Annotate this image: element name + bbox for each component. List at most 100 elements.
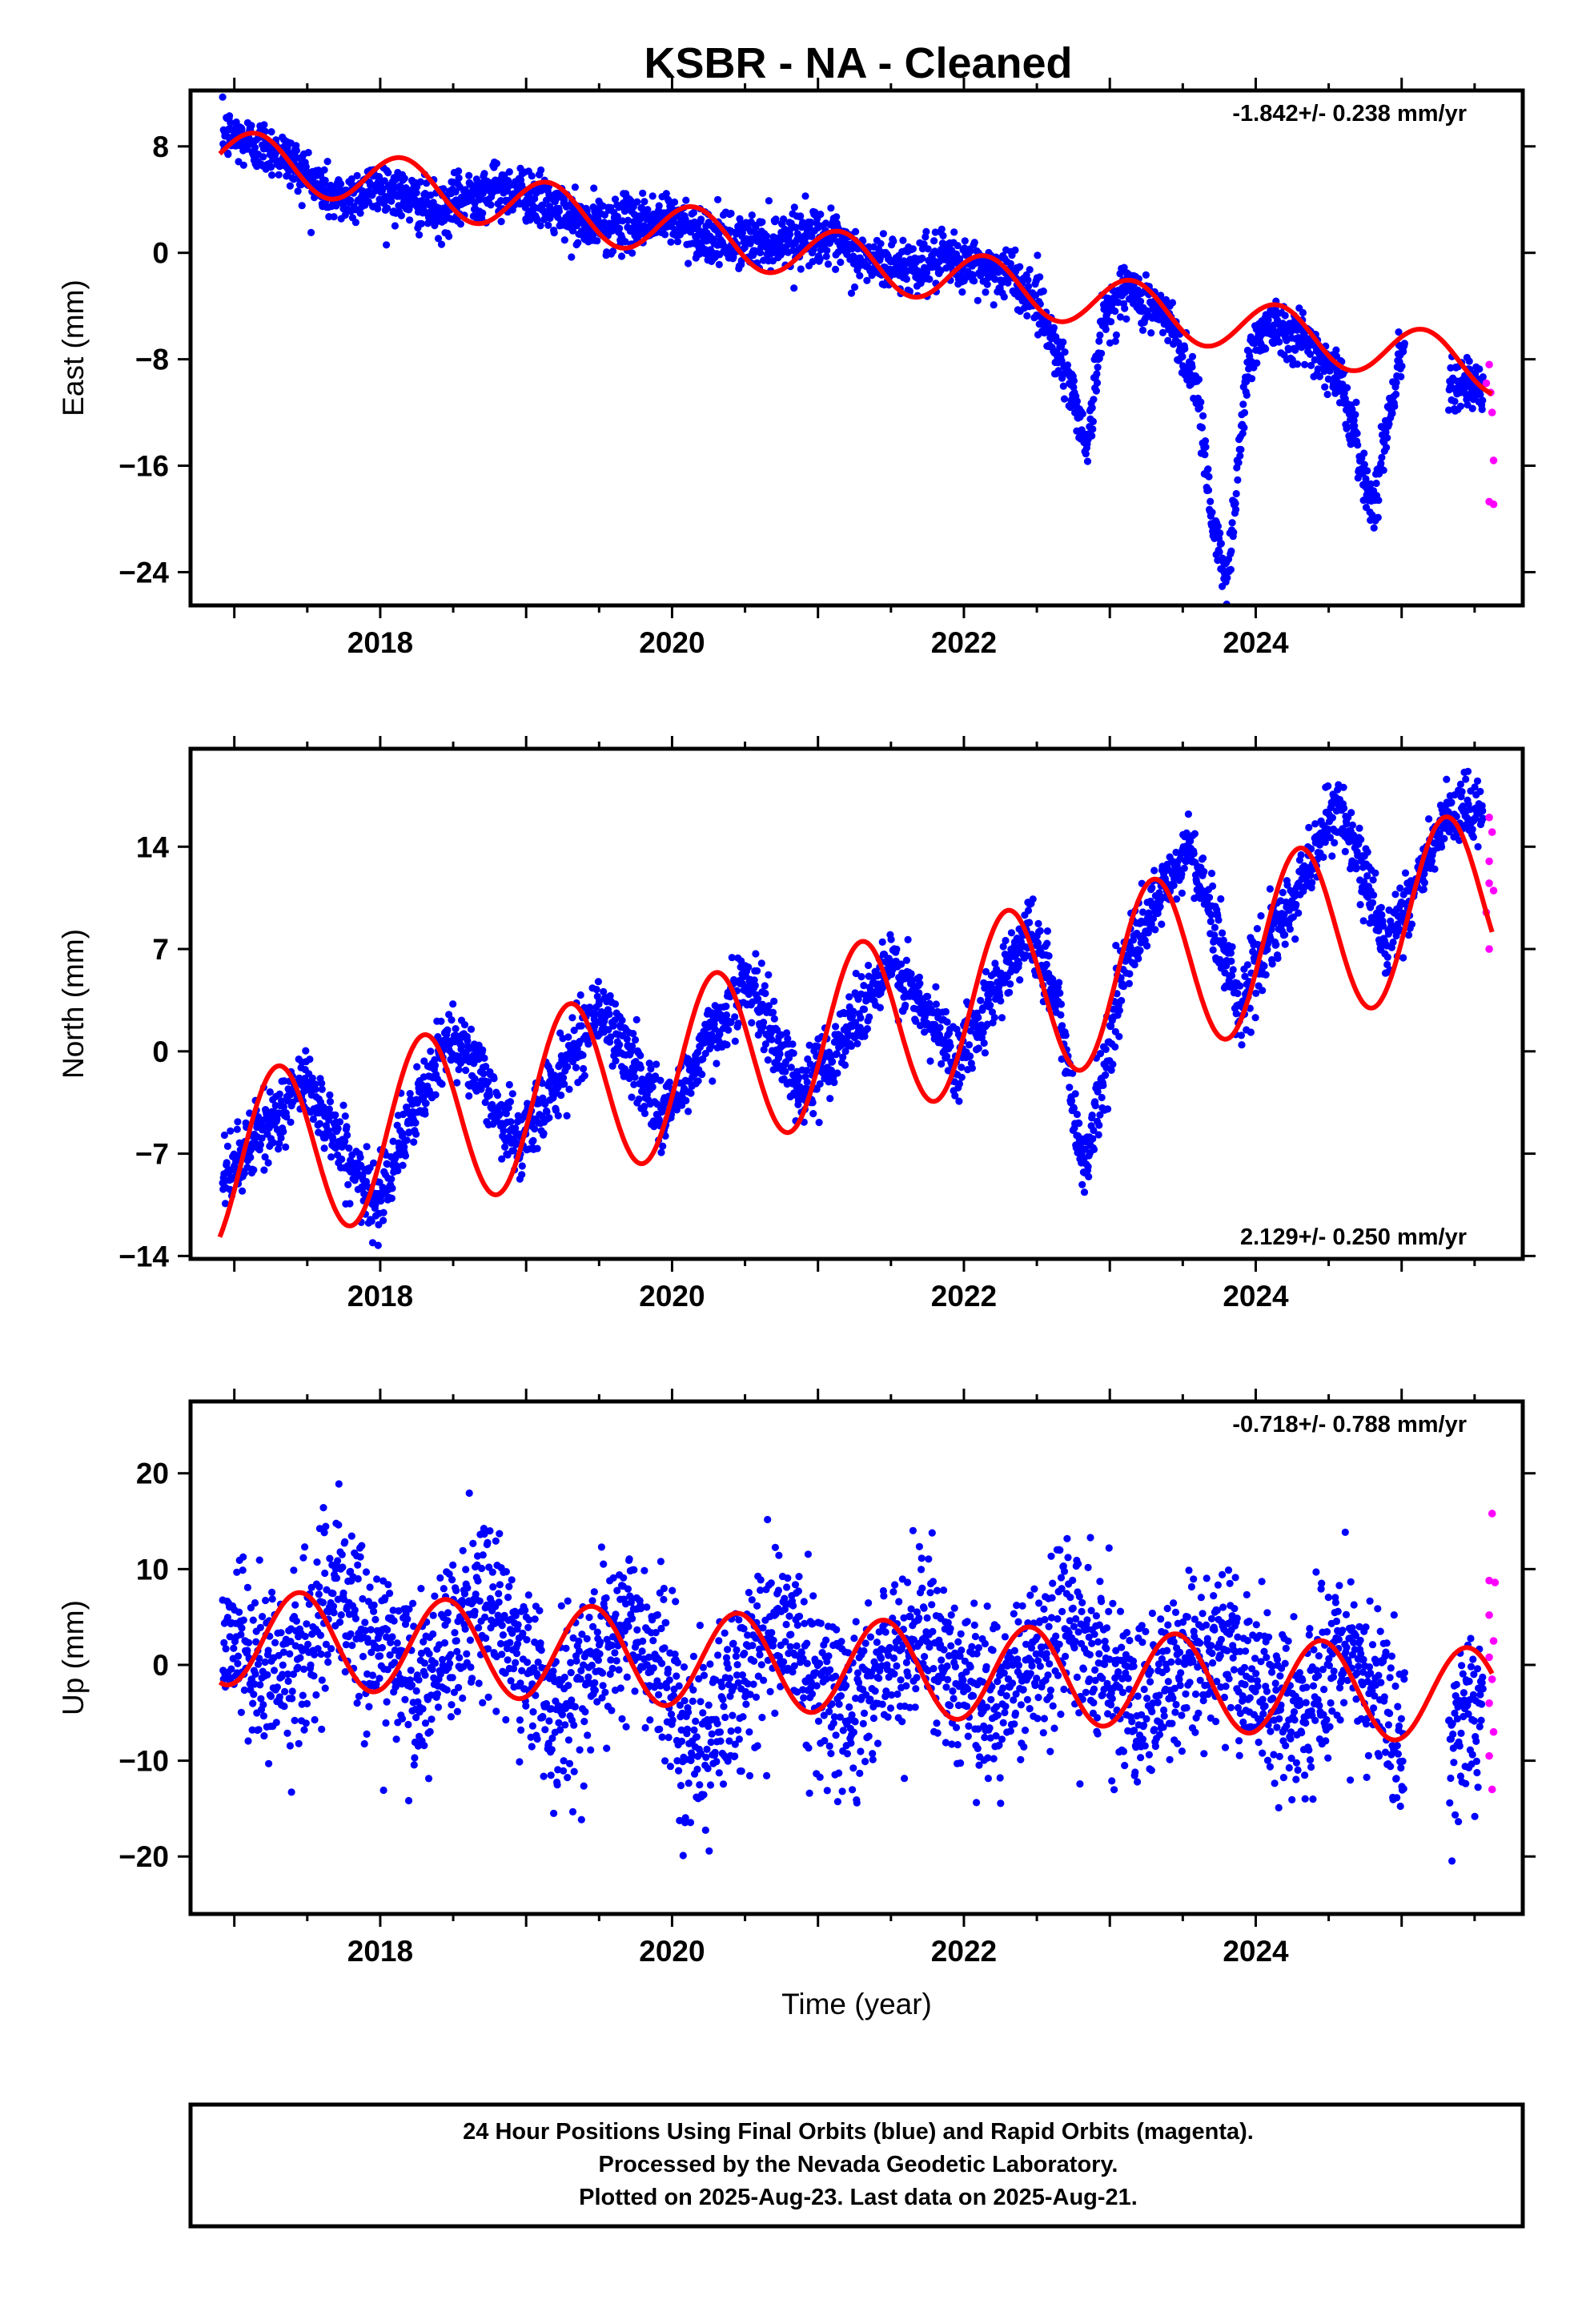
east-final-point-2565 (1388, 409, 1396, 417)
east-final-point-1919 (1094, 364, 1102, 372)
east-final-point-821 (593, 237, 601, 245)
north-final-point-518 (455, 1065, 463, 1074)
north-final-point-61 (247, 1153, 255, 1161)
east-final-point-1927 (1098, 349, 1106, 357)
east-final-point-2417 (1321, 383, 1329, 391)
east-final-point-1021 (685, 259, 693, 267)
north-final-point-1207 (769, 1008, 777, 1016)
north-final-point-2086 (1170, 881, 1178, 890)
north-final-point-277 (345, 1144, 353, 1152)
east-final-point-2503 (1360, 449, 1368, 457)
north-final-point-1416 (865, 961, 873, 970)
north-final-point-656 (518, 1171, 526, 1179)
north-final-point-1234 (781, 1068, 789, 1076)
north-final-point-1949 (1107, 1066, 1115, 1074)
east-final-point-925 (640, 198, 648, 206)
east-final-point-2330 (1281, 312, 1289, 320)
north-final-point-785 (576, 991, 584, 999)
east-final-point-1328 (824, 260, 833, 268)
north-final-point-787 (577, 1022, 585, 1030)
north-final-point-1552 (926, 1057, 934, 1065)
north-final-point-1043 (694, 1077, 702, 1085)
east-final-point-1413 (863, 276, 871, 284)
east-final-point-765 (568, 253, 576, 261)
east-final-point-2211 (1227, 565, 1235, 573)
east-final-point-2105 (1178, 352, 1186, 360)
east-final-point-697 (536, 222, 544, 230)
north-final-point-627 (504, 1104, 512, 1112)
north-final-point-1027 (687, 1089, 695, 1097)
north-final-point-951 (652, 1060, 661, 1068)
east-final-point-2423 (1323, 390, 1331, 399)
east-final-point-1230 (780, 215, 788, 223)
north-final-point-2132 (1191, 830, 1199, 838)
north-final-point-1639 (966, 1052, 974, 1060)
north-final-point-1488 (897, 960, 905, 968)
north-final-point-1197 (765, 971, 773, 979)
north-final-point-342 (375, 1220, 383, 1228)
east-final-point-1325 (823, 247, 831, 255)
north-final-point-1952 (1109, 1060, 1117, 1068)
east-final-point-2145 (1197, 398, 1205, 406)
north-final-point-742 (557, 1092, 565, 1100)
north-final-point-1546 (924, 992, 932, 1000)
north-final-point-1910 (1090, 1126, 1098, 1135)
north-final-point-636 (508, 1090, 516, 1098)
north-final-point-1976 (1119, 983, 1128, 991)
east-final-point-473 (434, 235, 443, 243)
east-final-point-1946 (1106, 339, 1114, 347)
east-final-point-1334 (827, 204, 835, 212)
north-final-point-1250 (789, 1040, 797, 1048)
north-final-point-1369 (843, 1034, 851, 1042)
east-final-point-1622 (958, 288, 966, 296)
north-final-point-962 (657, 1148, 665, 1156)
east-final-point-302 (356, 209, 364, 217)
east-final-point-2465 (1343, 424, 1351, 432)
east-final-points (219, 93, 1487, 605)
east-final-point-2162 (1204, 486, 1213, 494)
north-final-point-257 (335, 1118, 344, 1126)
north-final-point-238 (327, 1153, 335, 1161)
north-final-point-1959 (1112, 942, 1120, 950)
east-final-point-2317 (1275, 338, 1283, 346)
north-final-point-1466 (887, 935, 895, 943)
north-final-point-1379 (847, 1042, 856, 1050)
east-final-point-1847 (1061, 348, 1069, 356)
north-final-point-1967 (1115, 1007, 1123, 1015)
north-final-point-199 (309, 1115, 317, 1124)
east-final-point-2395 (1311, 356, 1319, 364)
north-final-point-1717 (1002, 936, 1010, 945)
east-final-point-2233 (1237, 445, 1245, 454)
north-final-point-758 (564, 1033, 572, 1041)
east-final-point-1767 (1024, 283, 1033, 291)
east-final-point-1577 (938, 225, 946, 233)
east-final-point-2542 (1378, 453, 1386, 461)
north-final-point-1337 (829, 1058, 837, 1066)
east-final-point-861 (611, 195, 620, 203)
north-final-point-949 (652, 1072, 660, 1080)
east-final-point-2481 (1350, 416, 1358, 424)
east-final-point-1766 (1024, 276, 1032, 284)
north-final-point-1160 (748, 1019, 756, 1027)
north-final-point-465 (431, 1055, 439, 1063)
north-final-point-2214 (1228, 943, 1236, 951)
chart-title: KSBR - NA - Cleaned (644, 39, 1072, 87)
east-final-point-1844 (1059, 382, 1067, 390)
north-final-point-1174 (754, 995, 762, 1003)
east-final-point-2025 (1142, 271, 1150, 279)
east-final-point-684 (531, 195, 539, 203)
east-final-point-883 (621, 238, 629, 246)
north-final-point-1198 (765, 1002, 773, 1010)
north-final-point-1677 (983, 1020, 991, 1028)
north-final-point-1925 (1096, 1050, 1105, 1058)
east-final-point-2223 (1232, 489, 1240, 498)
north-final-point-1674 (982, 967, 990, 975)
east-final-point-2013 (1137, 297, 1145, 305)
north-final-point-2184 (1215, 916, 1223, 924)
north-final-point-2216 (1229, 966, 1237, 974)
north-final-point-2211 (1227, 949, 1235, 957)
north-final-point-1528 (915, 973, 923, 981)
north-final-point-253 (334, 1124, 342, 1132)
east-final-point-909 (633, 198, 641, 206)
north-final-point-424 (412, 1130, 420, 1138)
